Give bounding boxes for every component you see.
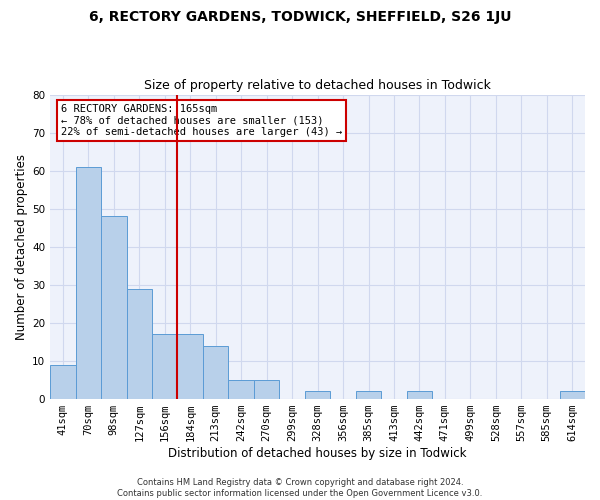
Bar xyxy=(76,167,101,399)
Text: 6, RECTORY GARDENS, TODWICK, SHEFFIELD, S26 1JU: 6, RECTORY GARDENS, TODWICK, SHEFFIELD, … xyxy=(89,10,511,24)
Bar xyxy=(560,392,585,399)
Bar xyxy=(50,365,76,399)
Bar xyxy=(229,380,254,399)
Y-axis label: Number of detached properties: Number of detached properties xyxy=(15,154,28,340)
Bar xyxy=(305,392,331,399)
Bar xyxy=(407,392,432,399)
Title: Size of property relative to detached houses in Todwick: Size of property relative to detached ho… xyxy=(144,79,491,92)
Bar xyxy=(356,392,381,399)
Text: 6 RECTORY GARDENS: 165sqm
← 78% of detached houses are smaller (153)
22% of semi: 6 RECTORY GARDENS: 165sqm ← 78% of detac… xyxy=(61,104,342,137)
Bar xyxy=(127,288,152,399)
Bar xyxy=(254,380,280,399)
Bar xyxy=(101,216,127,399)
X-axis label: Distribution of detached houses by size in Todwick: Distribution of detached houses by size … xyxy=(169,447,467,460)
Bar xyxy=(203,346,229,399)
Bar xyxy=(152,334,178,399)
Text: Contains HM Land Registry data © Crown copyright and database right 2024.
Contai: Contains HM Land Registry data © Crown c… xyxy=(118,478,482,498)
Bar xyxy=(178,334,203,399)
